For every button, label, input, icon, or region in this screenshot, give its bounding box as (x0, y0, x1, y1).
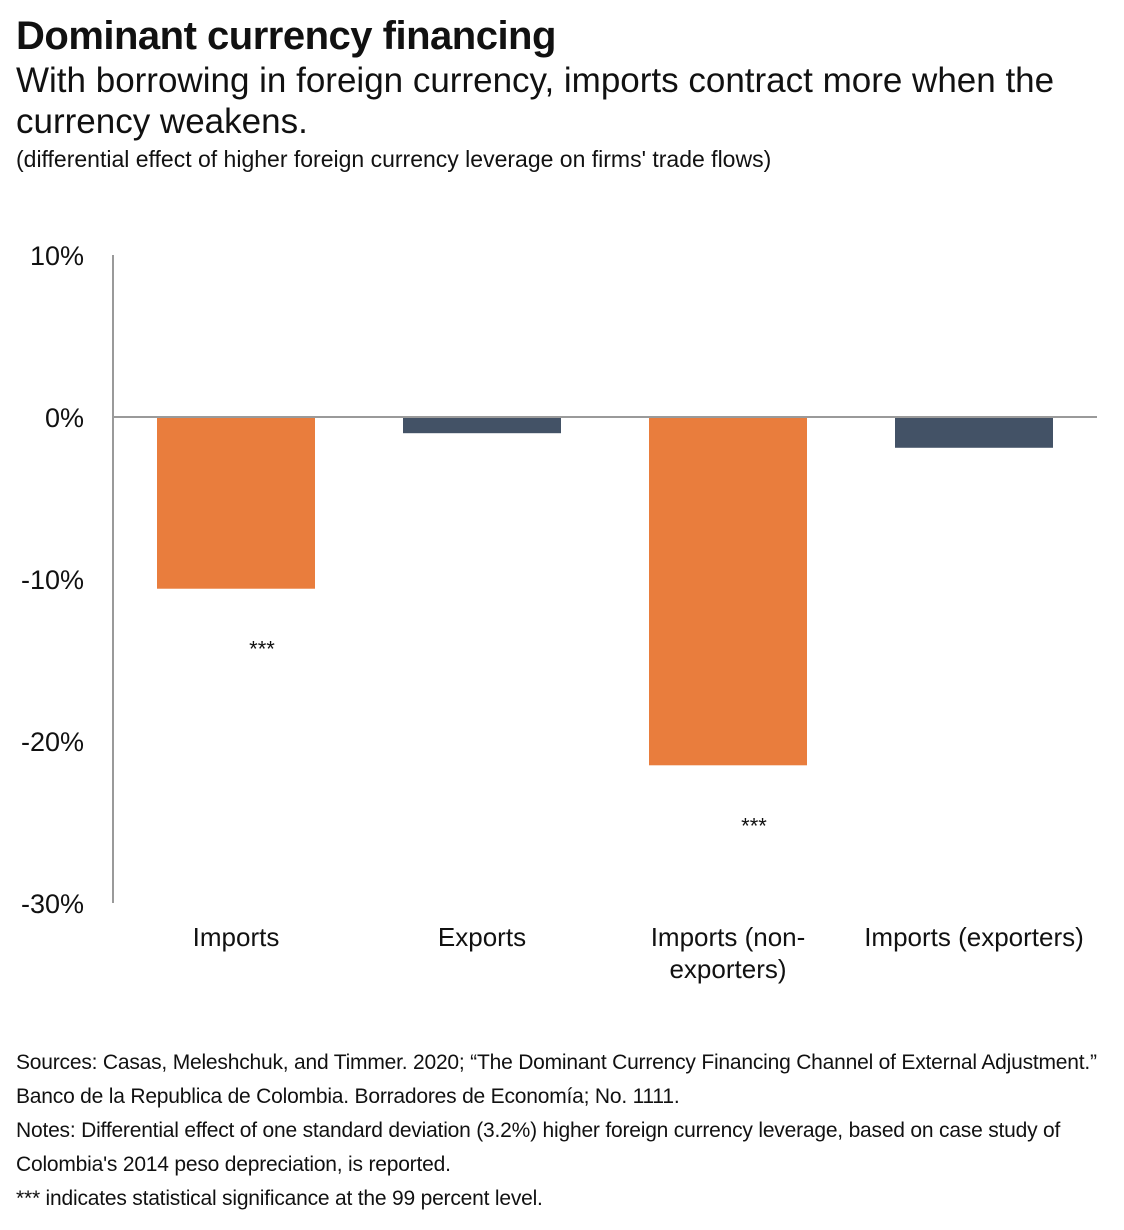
x-category-label: Imports (exporters) (864, 922, 1084, 952)
significance-marker: *** (741, 813, 767, 838)
x-category-label: exporters) (669, 954, 786, 984)
bar (403, 417, 561, 434)
y-tick-label: 10% (30, 241, 84, 271)
units-note: (differential effect of higher foreign c… (16, 146, 772, 172)
bar-chart: 10% 0% -10% -20% -30% *** *** Imports Exports Imp… (21, 241, 1097, 984)
chart-subtitle: With borrowing in foreign currency, impo… (16, 61, 1055, 141)
footnotes: Sources: Casas, Meleshchuk, and Timmer. … (16, 1046, 1111, 1216)
significance-marker: *** (249, 637, 275, 662)
y-tick-label: -20% (21, 727, 84, 757)
y-tick-label: -10% (21, 565, 84, 595)
notes-text: Notes: Differential effect of one standa… (16, 1119, 1061, 1176)
bar (895, 417, 1053, 448)
y-tick-label: 0% (45, 403, 84, 433)
x-category-label: Imports (193, 922, 280, 952)
x-category-label: Exports (438, 922, 526, 952)
significance-note: *** indicates statistical significance a… (16, 1187, 543, 1210)
chart-title: Dominant currency financing (16, 14, 556, 58)
sources-note: Sources: Casas, Meleshchuk, and Timmer. … (16, 1051, 1097, 1108)
y-tick-label: -30% (21, 889, 84, 919)
bar (157, 417, 315, 589)
x-category-label: Imports (non- (651, 922, 806, 952)
bar (649, 417, 807, 766)
